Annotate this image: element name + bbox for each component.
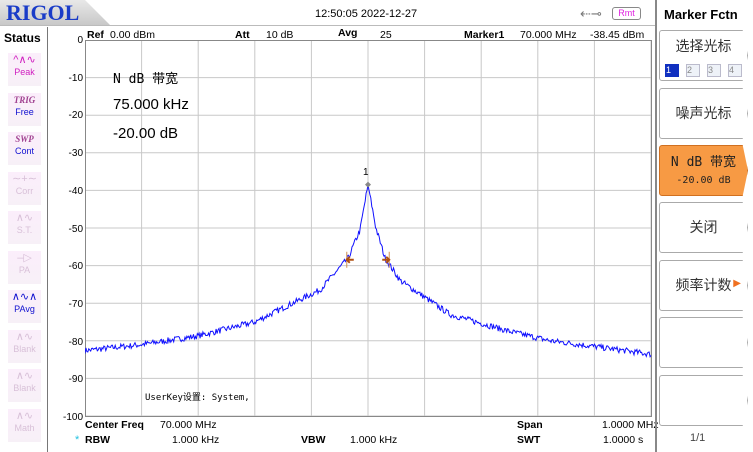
status-free: TRIG Free: [8, 92, 41, 126]
ndb-level: -20.00 dB: [113, 125, 179, 142]
ref-label: Ref: [87, 29, 104, 41]
freq-count-label: 频率计数: [675, 277, 732, 293]
status-label: Math: [14, 422, 35, 433]
status-title: Status: [4, 31, 41, 45]
marker-freq: 70.000 MHz: [520, 29, 577, 41]
y-tick-label: -30: [68, 148, 83, 160]
status-label: PA: [18, 264, 31, 275]
att-value: 10 dB: [266, 29, 294, 41]
span-value: 1.0000 MHz: [602, 419, 659, 431]
ndb-title: N dB 带宽: [113, 72, 179, 87]
y-tick-label: -90: [68, 374, 83, 386]
center-freq-label[interactable]: Center Freq: [85, 419, 144, 431]
freq-count-softkey[interactable]: 频率计数 ▶: [659, 260, 748, 311]
y-tick-label: -10: [68, 72, 83, 84]
status-math: ∧∿ Math: [8, 408, 41, 442]
vbw-label[interactable]: VBW: [301, 434, 326, 446]
power-avg-icon: ∧∿∧: [11, 291, 38, 303]
avg-label: Avg: [338, 27, 358, 39]
rigol-logo: RIGOL: [6, 0, 80, 25]
marker-1-diamond: [365, 181, 371, 188]
ndb-softkey-value: -20.00 dB: [676, 175, 731, 186]
trace-icon: ∧∿: [15, 370, 34, 382]
marker-1-button[interactable]: 1: [665, 64, 679, 77]
ndb-marker-arrow: [345, 256, 354, 264]
userkey-text: UserKey设置: System,: [145, 393, 250, 403]
marker-level: -38.45 dBm: [590, 29, 645, 41]
att-label: Att: [235, 29, 250, 41]
status-label: Free: [15, 106, 34, 117]
marker-2-button[interactable]: 2: [686, 64, 700, 77]
status-badge: SWP: [15, 134, 34, 144]
panel-title: Marker Fctn: [664, 7, 738, 22]
rbw-coupled-star: *: [75, 434, 80, 446]
status-pa: –▷ PA: [8, 250, 41, 284]
y-tick-label: 0: [77, 35, 83, 46]
y-tick-label: -60: [68, 261, 83, 273]
marker-number: 1: [363, 167, 369, 178]
span-label[interactable]: Span: [517, 419, 543, 431]
rbw-value: 1.000 kHz: [172, 434, 220, 446]
y-tick-label: -100: [62, 412, 83, 423]
ndb-marker-arrow: [382, 256, 391, 264]
y-tick-label: -50: [68, 223, 83, 235]
page-indicator: 1/1: [690, 432, 706, 444]
select-marker-label: 选择光标: [675, 38, 732, 54]
avg-value: 25: [380, 29, 392, 41]
close-softkey[interactable]: 关闭: [659, 202, 748, 253]
y-tick-label: -70: [68, 298, 83, 310]
peak-icon: ^∧∿: [13, 54, 36, 66]
y-tick-label: -20: [68, 110, 83, 122]
ndb-bandwidth-softkey[interactable]: N dB 带宽 -20.00 dB: [659, 145, 748, 196]
rbw-label[interactable]: RBW: [85, 434, 111, 446]
ref-value: 0.00 dBm: [110, 29, 155, 41]
status-blank: ∧∿ Blank: [8, 369, 41, 402]
ndb-softkey-label: N dB 带宽: [670, 155, 737, 170]
remote-badge: Rmt: [612, 7, 641, 20]
noise-marker-softkey[interactable]: 噪声光标: [659, 88, 748, 139]
ndb-bandwidth: 75.000 kHz: [113, 96, 189, 113]
status-label: PAvg: [14, 304, 35, 314]
marker-3-button[interactable]: 3: [707, 64, 721, 77]
swt-value: 1.0000 s: [603, 434, 644, 446]
swt-label[interactable]: SWT: [517, 434, 541, 446]
empty-softkey[interactable]: [659, 375, 748, 426]
status-label: Corr: [15, 185, 34, 196]
trace-icon: ∧∿: [15, 330, 34, 343]
divider: [655, 0, 657, 452]
status-peak: ^∧∿ Peak: [8, 53, 41, 86]
center-freq-value: 70.000 MHz: [160, 419, 217, 431]
y-tick-label: -40: [68, 185, 83, 197]
marker-label: Marker1: [464, 29, 505, 41]
status-corr: ∼+∼ Corr: [8, 171, 41, 205]
plot-border: [85, 40, 652, 417]
preamp-icon: –▷: [17, 251, 32, 264]
status-label: Blank: [13, 383, 36, 393]
status-badge: TRIG: [13, 94, 36, 105]
usb-icon: ⇠⊸: [580, 6, 602, 21]
math-icon: ∧∿: [15, 409, 34, 422]
divider: [0, 25, 655, 26]
signal-track-icon: ∧∿: [15, 212, 34, 224]
status-pavg: ∧∿∧ PAvg: [8, 290, 41, 323]
vbw-value: 1.000 kHz: [350, 434, 398, 446]
status-cont: SWP Cont: [8, 132, 41, 165]
empty-softkey[interactable]: [659, 317, 748, 368]
status-label: Blank: [13, 343, 36, 354]
spectrum-plot: [85, 40, 652, 417]
status-blank: ∧∿ Blank: [8, 329, 41, 363]
status-label: Peak: [14, 67, 35, 77]
status-st: ∧∿ S.T.: [8, 211, 41, 244]
clock: 12:50:05 2022-12-27: [315, 8, 418, 20]
y-tick-label: -80: [68, 336, 83, 348]
status-label: S.T.: [16, 225, 33, 235]
submenu-arrow-icon: ▶: [733, 278, 741, 289]
divider: [47, 27, 48, 452]
marker-4-button[interactable]: 4: [728, 64, 742, 77]
correction-icon: ∼+∼: [12, 172, 37, 185]
status-label: Cont: [14, 146, 34, 156]
